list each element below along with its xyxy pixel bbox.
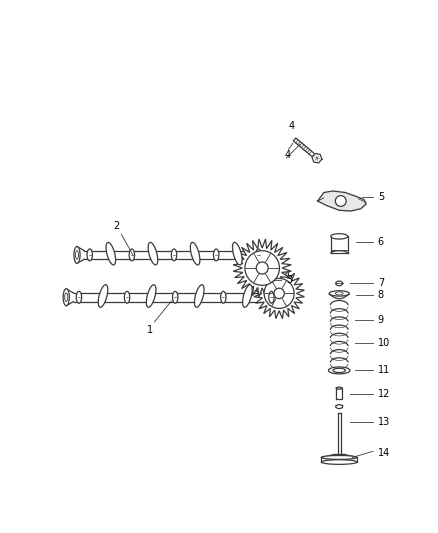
Ellipse shape bbox=[98, 285, 108, 308]
Ellipse shape bbox=[76, 292, 81, 303]
Polygon shape bbox=[85, 251, 262, 259]
Ellipse shape bbox=[321, 460, 357, 464]
Ellipse shape bbox=[221, 292, 226, 303]
Ellipse shape bbox=[336, 281, 343, 286]
Text: 4: 4 bbox=[285, 150, 291, 160]
Ellipse shape bbox=[129, 249, 134, 261]
Text: 8: 8 bbox=[378, 290, 384, 300]
Ellipse shape bbox=[256, 249, 261, 261]
Text: 4: 4 bbox=[288, 122, 294, 131]
Polygon shape bbox=[336, 388, 342, 399]
Ellipse shape bbox=[74, 246, 80, 263]
Circle shape bbox=[256, 262, 268, 274]
Polygon shape bbox=[233, 239, 291, 297]
Text: 11: 11 bbox=[378, 366, 390, 375]
Ellipse shape bbox=[333, 368, 346, 373]
Polygon shape bbox=[74, 293, 276, 302]
Polygon shape bbox=[318, 191, 366, 211]
Ellipse shape bbox=[124, 292, 130, 303]
Polygon shape bbox=[312, 154, 322, 163]
Ellipse shape bbox=[146, 285, 156, 308]
Text: 14: 14 bbox=[378, 448, 390, 458]
Circle shape bbox=[336, 196, 346, 206]
Ellipse shape bbox=[336, 387, 342, 389]
Ellipse shape bbox=[329, 290, 349, 296]
Text: 5: 5 bbox=[378, 192, 384, 202]
Text: 9: 9 bbox=[378, 316, 384, 325]
Ellipse shape bbox=[321, 456, 357, 459]
Ellipse shape bbox=[331, 233, 348, 239]
Circle shape bbox=[274, 288, 284, 298]
Ellipse shape bbox=[87, 249, 92, 261]
Polygon shape bbox=[336, 405, 343, 409]
Polygon shape bbox=[321, 454, 357, 464]
Circle shape bbox=[245, 251, 279, 285]
Text: 13: 13 bbox=[378, 417, 390, 427]
Polygon shape bbox=[293, 138, 314, 157]
Ellipse shape bbox=[243, 285, 252, 308]
Ellipse shape bbox=[328, 367, 350, 374]
Text: 3: 3 bbox=[286, 276, 292, 285]
Ellipse shape bbox=[106, 243, 116, 265]
Ellipse shape bbox=[213, 249, 219, 261]
Text: 6: 6 bbox=[378, 237, 384, 247]
Ellipse shape bbox=[171, 249, 177, 261]
Ellipse shape bbox=[336, 292, 343, 295]
Polygon shape bbox=[254, 268, 304, 319]
Ellipse shape bbox=[233, 243, 242, 265]
Polygon shape bbox=[321, 457, 357, 462]
Ellipse shape bbox=[148, 243, 158, 265]
Text: 12: 12 bbox=[378, 389, 390, 399]
Polygon shape bbox=[331, 236, 348, 253]
Ellipse shape bbox=[191, 243, 200, 265]
Ellipse shape bbox=[173, 292, 178, 303]
Ellipse shape bbox=[194, 285, 204, 308]
Ellipse shape bbox=[75, 251, 78, 259]
Circle shape bbox=[264, 278, 294, 309]
Text: 1: 1 bbox=[147, 325, 153, 335]
Text: 10: 10 bbox=[378, 338, 390, 349]
Ellipse shape bbox=[65, 293, 68, 302]
Ellipse shape bbox=[269, 292, 274, 303]
Ellipse shape bbox=[63, 289, 69, 306]
Polygon shape bbox=[338, 413, 341, 454]
Text: 2: 2 bbox=[113, 221, 119, 231]
Text: 7: 7 bbox=[378, 278, 384, 288]
